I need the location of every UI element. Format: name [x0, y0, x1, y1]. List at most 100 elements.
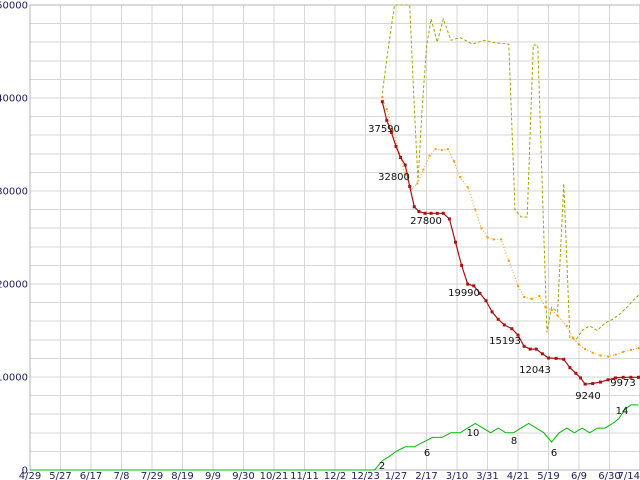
lowest-price-marker: [454, 240, 457, 244]
average-price-marker: [550, 309, 553, 311]
lowest-price-marker: [403, 163, 407, 167]
average-price-marker: [599, 354, 602, 357]
x-tick-label: 3/10: [446, 471, 468, 480]
point-label: 19990: [448, 288, 480, 299]
point-label: 6: [551, 448, 557, 459]
x-axis-labels: 4/29 5/27 6/17 7/8 7/29 8/19 9/9 9/30 10/21 11/11…: [19, 471, 640, 480]
average-price-marker: [637, 347, 640, 350]
average-price-marker: [584, 348, 587, 351]
average-price-marker: [480, 227, 483, 230]
average-price-marker: [446, 148, 449, 151]
average-price-line: [381, 96, 639, 358]
series-highest-price: [381, 4, 639, 341]
average-price-marker: [422, 168, 425, 171]
offer-count-line: [30, 404, 639, 471]
highest-price-line: [381, 4, 639, 341]
average-price-marker: [622, 350, 625, 353]
average-price-marker: [614, 353, 617, 356]
lowest-price-marker: [412, 205, 416, 209]
x-tick-label: 12/23: [351, 471, 380, 480]
x-tick-label: 9/30: [232, 471, 254, 480]
lowest-price-marker: [629, 375, 633, 379]
lowest-price-marker: [466, 282, 470, 286]
lowest-price-marker: [490, 310, 494, 314]
point-label: 14: [616, 406, 629, 417]
x-tick-label: 11/11: [290, 471, 319, 480]
lowest-price-marker: [435, 211, 439, 215]
point-label: 8: [511, 436, 517, 447]
average-price-marker: [523, 296, 526, 298]
average-price-marker: [629, 349, 632, 351]
series-offer-count: [30, 404, 639, 471]
average-price-marker: [428, 154, 431, 157]
lowest-price-marker: [460, 263, 464, 267]
average-price-marker: [607, 355, 609, 358]
average-price-marker: [500, 238, 503, 241]
average-price-marker: [452, 160, 455, 163]
y-axis-labels: 0 10000 20000 30000 40000 50000: [0, 1, 28, 477]
average-price-marker: [544, 306, 547, 309]
lowest-price-marker: [534, 347, 538, 351]
point-label: 6: [424, 448, 430, 459]
point-labels: 37590 32800 27800 19990 15193 12043 9240 9973 2 6…: [368, 124, 636, 472]
average-price-marker: [416, 182, 419, 185]
x-tick-label: 6/30: [598, 471, 620, 480]
lowest-price-marker: [591, 382, 595, 385]
x-tick-label: 10/21: [260, 471, 289, 480]
lowest-price-marker: [583, 382, 587, 386]
point-label: 15193: [489, 336, 521, 347]
lowest-price-marker: [496, 317, 500, 321]
average-price-marker: [404, 173, 407, 176]
average-price-marker: [578, 343, 580, 346]
lowest-price-marker: [380, 100, 384, 104]
y-tick-label: 20000: [0, 280, 28, 291]
lowest-price-marker: [502, 323, 506, 327]
lowest-price-marker: [528, 347, 532, 351]
x-tick-label: 8/19: [171, 471, 193, 480]
x-tick-label: 2/17: [415, 471, 437, 480]
lowest-price-marker: [598, 380, 602, 384]
lowest-price-marker: [637, 375, 640, 379]
average-price-marker: [556, 314, 559, 317]
x-tick-label: 1/27: [385, 471, 407, 480]
x-tick-label: 4/29: [19, 471, 41, 480]
lowest-price-marker: [394, 144, 398, 148]
lowest-price-marker: [510, 327, 514, 331]
lowest-price-marker: [417, 210, 421, 213]
x-tick-label: 3/31: [476, 471, 498, 480]
x-tick-label: 5/19: [537, 471, 559, 480]
point-label: 37590: [368, 124, 400, 135]
x-tick-label: 6/9: [571, 471, 587, 480]
point-label: 12043: [519, 365, 551, 376]
series-lowest-price: [380, 100, 640, 386]
average-price-marker: [538, 295, 541, 298]
average-price-marker: [385, 108, 388, 111]
average-price-marker: [466, 186, 469, 189]
average-price-marker: [391, 129, 394, 132]
lowest-price-marker: [478, 291, 482, 295]
lowest-price-marker: [574, 371, 578, 375]
lowest-price-marker: [441, 211, 445, 215]
average-price-marker: [381, 96, 384, 99]
average-price-marker: [565, 324, 568, 327]
lowest-price-marker: [516, 333, 520, 337]
x-tick-label: 9/9: [205, 471, 221, 480]
lowest-price-marker: [385, 118, 389, 122]
average-price-marker: [486, 236, 489, 239]
lowest-price-marker: [389, 130, 393, 134]
lowest-price-marker: [614, 376, 618, 380]
lowest-price-marker: [554, 356, 558, 360]
lowest-price-marker: [429, 211, 433, 215]
y-tick-label: 50000: [0, 1, 28, 12]
lowest-price-marker: [606, 378, 610, 382]
average-price-marker: [410, 188, 413, 191]
average-price-marker: [440, 149, 443, 152]
lowest-price-marker: [621, 375, 625, 379]
lowest-price-marker: [562, 357, 566, 361]
average-price-marker: [591, 351, 594, 354]
y-tick-label: 30000: [0, 187, 28, 198]
average-price-marker: [517, 284, 519, 287]
lowest-price-marker: [522, 344, 526, 348]
